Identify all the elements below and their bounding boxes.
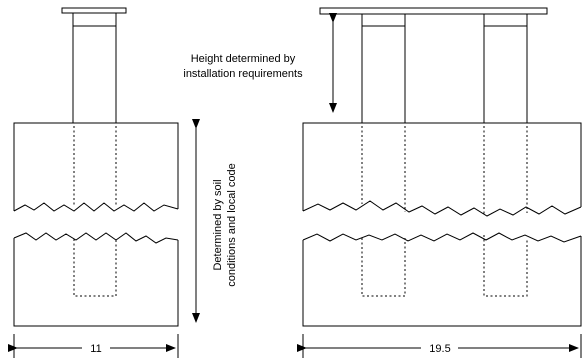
height-dimension: Height determined by installation requir… xyxy=(183,13,337,113)
left-width-label: 11 xyxy=(90,343,101,355)
left-post xyxy=(72,12,117,124)
depth-dimension: Determined by soil conditions and local … xyxy=(192,119,238,323)
left-footing xyxy=(13,7,179,327)
left-hidden-post-end xyxy=(73,239,117,297)
right-lower-break xyxy=(302,232,582,243)
left-lower-block-outline xyxy=(13,238,179,327)
right-upper-block-outline xyxy=(302,122,582,211)
soil-label-line2: conditions and local code xyxy=(226,163,238,287)
right-width-dimension: 19.5 xyxy=(297,334,582,358)
right-cap-plate xyxy=(319,7,548,15)
height-label-line1: Height determined by xyxy=(191,53,296,65)
right-footing xyxy=(302,7,582,327)
right-post-b xyxy=(483,13,528,124)
left-width-dimension: 11 xyxy=(8,334,179,358)
right-lower-block-outline xyxy=(302,236,582,327)
right-hidden-post-a-end xyxy=(361,238,406,297)
right-hidden-post-b-end xyxy=(483,235,528,297)
right-width-label: 19.5 xyxy=(429,343,450,355)
left-lower-break xyxy=(13,232,179,244)
height-label-line2: installation requirements xyxy=(183,68,303,80)
left-upper-break xyxy=(13,202,179,212)
right-post-a xyxy=(361,13,406,124)
left-cap-plate xyxy=(61,7,127,14)
soil-label-line1: Determined by soil xyxy=(212,179,224,270)
left-upper-block-outline xyxy=(13,122,179,211)
right-upper-break xyxy=(302,200,582,217)
